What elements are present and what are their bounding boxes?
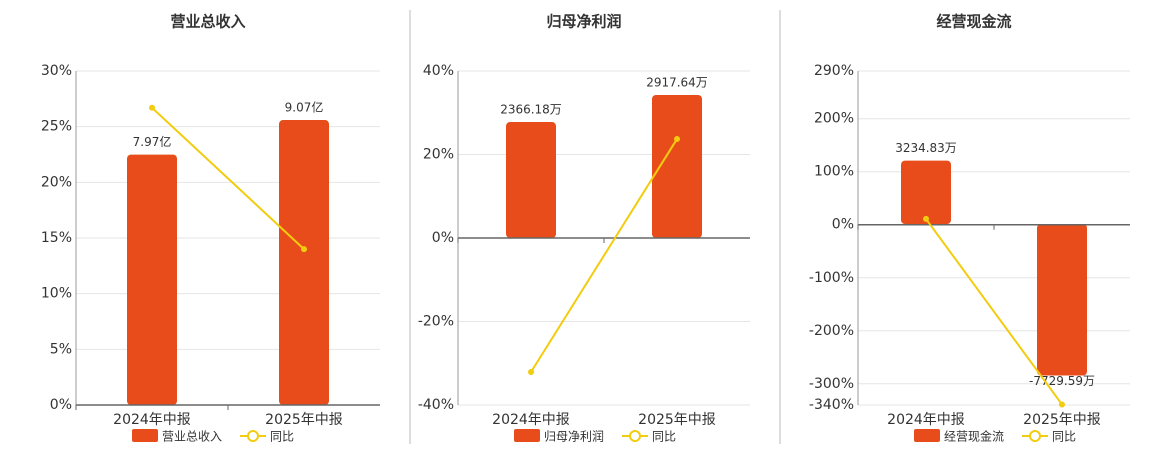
legend-label: 归母净利润 (544, 430, 604, 444)
x-tick-label: 2024年中报 (887, 412, 965, 428)
bar (279, 120, 329, 405)
point (528, 369, 534, 376)
chart-title: 营业总收入 (170, 13, 245, 31)
value-label: 7.97亿 (133, 134, 172, 149)
legend-swatch (514, 429, 540, 442)
value-label: 2917.64万 (646, 75, 708, 89)
y-tick-label: -40% (418, 397, 454, 413)
y-tick-label: 200% (814, 111, 854, 127)
y-tick-label: 20% (423, 147, 454, 163)
y-tick-label: -200% (809, 323, 854, 339)
value-label: 2366.18万 (500, 103, 562, 117)
y-tick-label: 0% (432, 230, 454, 246)
y-tick-label: 30% (41, 63, 72, 79)
legend-swatch (629, 430, 642, 442)
y-tick-label: -300% (809, 376, 854, 392)
y-tick-label: 0% (832, 217, 854, 233)
bar (901, 160, 951, 224)
y-tick-label: 25% (41, 119, 72, 135)
x-tick-label: 2025年中报 (638, 412, 716, 428)
value-label: 3234.83万 (895, 141, 957, 155)
line (151, 107, 305, 250)
legend-label: 营业总收入 (162, 430, 222, 444)
bar (127, 154, 177, 405)
y-tick-label: 290% (814, 63, 854, 79)
legend-swatch (132, 429, 158, 442)
x-tick-label: 2024年中报 (492, 412, 570, 428)
x-tick-label: 2025年中报 (1023, 412, 1101, 428)
bar (652, 94, 702, 239)
y-tick-label: 15% (41, 230, 72, 246)
y-tick-label: 10% (41, 286, 72, 302)
point (301, 246, 307, 253)
point (1059, 401, 1065, 408)
legend-swatch (247, 430, 260, 442)
legend-label: 同比 (270, 430, 294, 444)
chart-title: 归母净利润 (546, 13, 621, 31)
y-tick-label: -100% (809, 270, 854, 286)
y-tick-label: 20% (41, 174, 72, 190)
bar (1037, 223, 1087, 376)
value-label: 9.07亿 (285, 100, 324, 115)
point (674, 136, 680, 143)
legend-label: 经营现金流 (944, 429, 1004, 444)
point (149, 104, 155, 111)
y-tick-label: 0% (50, 397, 72, 413)
line (925, 218, 1063, 406)
x-tick-label: 2024年中报 (113, 412, 191, 428)
x-tick-label: 2025年中报 (265, 412, 343, 428)
y-tick-label: -20% (418, 314, 454, 330)
legend-swatch (914, 429, 940, 442)
legend-label: 同比 (652, 430, 676, 444)
line (530, 138, 678, 373)
y-tick-label: 5% (50, 341, 72, 357)
bar (506, 122, 556, 238)
chart-title: 经营现金流 (936, 13, 1011, 31)
legend-swatch (1029, 430, 1042, 442)
value-label: -7729.59万 (1029, 374, 1095, 388)
y-tick-label: -340% (809, 397, 854, 413)
y-tick-label: 40% (423, 63, 454, 79)
y-tick-label: 100% (814, 164, 854, 180)
legend-label: 同比 (1052, 430, 1076, 444)
point (923, 215, 929, 222)
